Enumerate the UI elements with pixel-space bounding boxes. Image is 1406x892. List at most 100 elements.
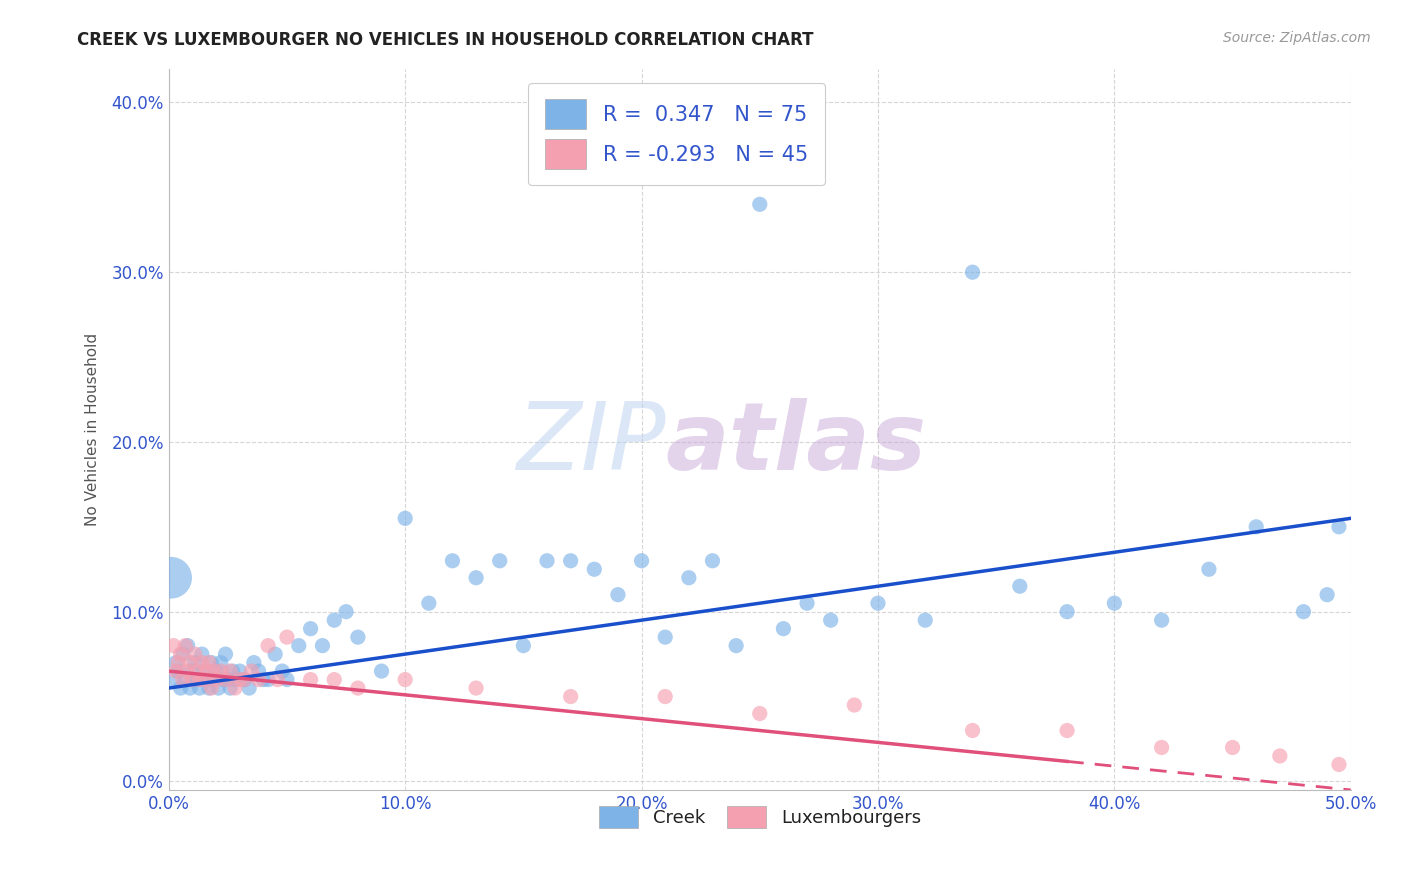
Point xyxy=(238,681,260,695)
Text: CREEK VS LUXEMBOURGER NO VEHICLES IN HOUSEHOLD CORRELATION CHART: CREEK VS LUXEMBOURGER NO VEHICLES IN HOU… xyxy=(77,31,814,49)
Point xyxy=(394,511,416,525)
Legend: Creek, Luxembourgers: Creek, Luxembourgers xyxy=(592,798,928,835)
Point xyxy=(465,571,488,585)
Point xyxy=(299,673,322,687)
Point xyxy=(247,673,270,687)
Point xyxy=(221,664,243,678)
Point xyxy=(224,681,246,695)
Point xyxy=(186,673,208,687)
Point xyxy=(207,681,229,695)
Point xyxy=(202,673,225,687)
Text: atlas: atlas xyxy=(665,398,927,490)
Point xyxy=(820,613,842,627)
Point xyxy=(191,647,214,661)
Point xyxy=(1316,588,1339,602)
Point xyxy=(191,656,214,670)
Point xyxy=(560,554,582,568)
Point xyxy=(606,588,628,602)
Point xyxy=(228,673,250,687)
Point xyxy=(866,596,889,610)
Point xyxy=(844,698,866,712)
Point xyxy=(914,613,936,627)
Point xyxy=(167,656,190,670)
Point xyxy=(174,639,197,653)
Point xyxy=(219,664,242,678)
Point xyxy=(233,673,256,687)
Point xyxy=(323,673,346,687)
Point xyxy=(702,554,724,568)
Point xyxy=(264,647,287,661)
Point xyxy=(288,639,311,653)
Point xyxy=(200,681,222,695)
Point xyxy=(299,622,322,636)
Point xyxy=(962,265,984,279)
Y-axis label: No Vehicles in Household: No Vehicles in Household xyxy=(86,333,100,525)
Point xyxy=(962,723,984,738)
Point xyxy=(311,639,333,653)
Point xyxy=(228,664,250,678)
Point xyxy=(252,673,274,687)
Point xyxy=(512,639,534,653)
Point xyxy=(654,630,676,644)
Point xyxy=(176,639,198,653)
Point xyxy=(167,664,190,678)
Point xyxy=(1150,613,1173,627)
Point xyxy=(179,681,201,695)
Point xyxy=(394,673,416,687)
Point xyxy=(1056,605,1078,619)
Point xyxy=(214,673,236,687)
Point xyxy=(169,681,191,695)
Point xyxy=(347,681,370,695)
Point xyxy=(271,664,294,678)
Point xyxy=(1104,596,1126,610)
Point xyxy=(488,554,510,568)
Point xyxy=(1244,520,1267,534)
Point xyxy=(678,571,700,585)
Point xyxy=(181,673,204,687)
Point xyxy=(796,596,818,610)
Point xyxy=(209,656,232,670)
Point xyxy=(335,605,357,619)
Point xyxy=(1292,605,1315,619)
Point xyxy=(1008,579,1031,593)
Point xyxy=(772,622,794,636)
Point xyxy=(1327,757,1350,772)
Point xyxy=(172,673,194,687)
Point xyxy=(195,664,218,678)
Point xyxy=(536,554,558,568)
Point xyxy=(193,673,215,687)
Point xyxy=(560,690,582,704)
Point xyxy=(195,673,218,687)
Point xyxy=(181,664,204,678)
Point xyxy=(205,673,228,687)
Point xyxy=(198,656,221,670)
Point xyxy=(200,656,222,670)
Point xyxy=(165,664,187,678)
Point xyxy=(193,664,215,678)
Point xyxy=(1327,520,1350,534)
Point xyxy=(276,630,298,644)
Point xyxy=(160,571,183,585)
Point xyxy=(209,664,232,678)
Point xyxy=(224,673,246,687)
Point xyxy=(1268,748,1291,763)
Point xyxy=(169,647,191,661)
Text: Source: ZipAtlas.com: Source: ZipAtlas.com xyxy=(1223,31,1371,45)
Point xyxy=(174,673,197,687)
Point xyxy=(214,647,236,661)
Point xyxy=(1222,740,1244,755)
Point xyxy=(725,639,748,653)
Point xyxy=(162,673,184,687)
Point xyxy=(654,690,676,704)
Point xyxy=(172,647,194,661)
Point xyxy=(217,673,239,687)
Point xyxy=(1056,723,1078,738)
Point xyxy=(186,664,208,678)
Point xyxy=(188,681,211,695)
Point xyxy=(188,673,211,687)
Point xyxy=(179,656,201,670)
Point xyxy=(441,554,464,568)
Point xyxy=(748,706,770,721)
Point xyxy=(323,613,346,627)
Point xyxy=(276,673,298,687)
